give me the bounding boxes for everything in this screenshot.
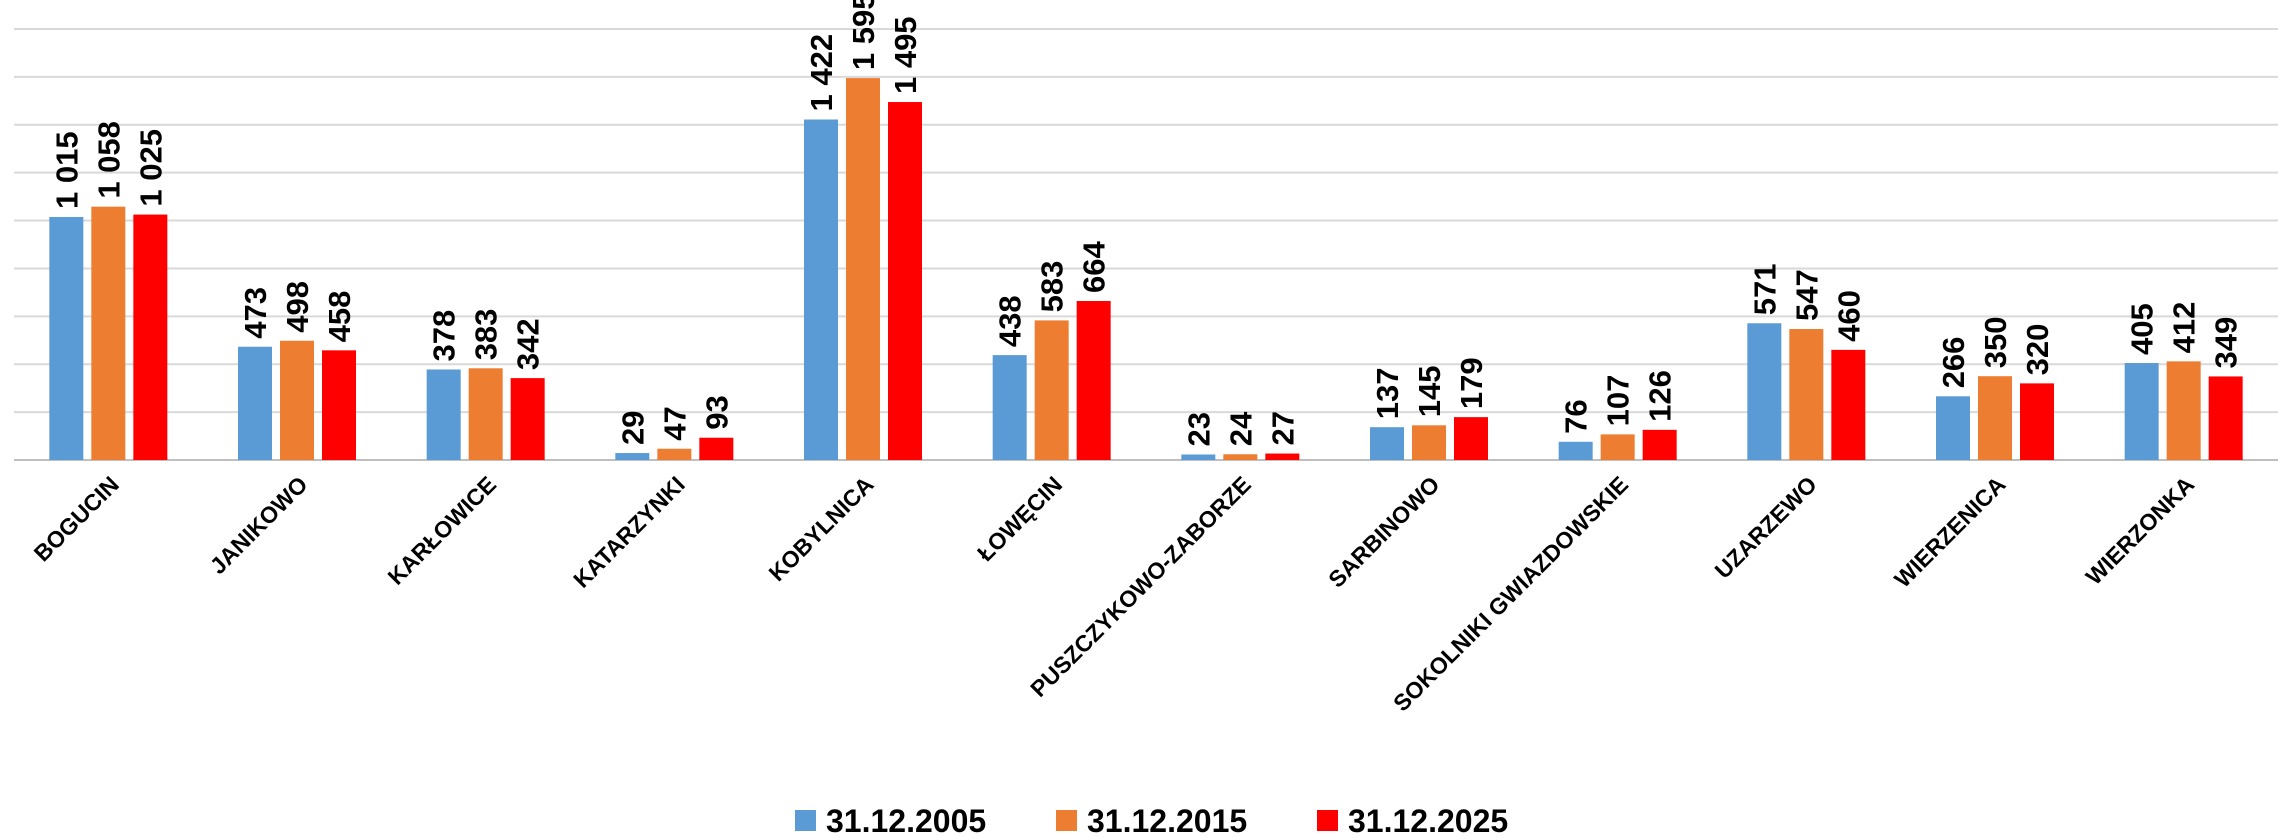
bar	[1412, 425, 1446, 460]
bar	[1558, 441, 1593, 460]
value-label: 547	[1789, 269, 1824, 321]
x-tick-label: UZARZEWO	[1710, 471, 1822, 583]
value-label: 583	[1035, 261, 1070, 313]
value-label: 23	[1181, 412, 1216, 446]
bar	[2124, 363, 2159, 460]
value-label: 349	[2209, 317, 2244, 369]
value-label: 383	[469, 309, 504, 361]
x-tick-label: KATARZYNKI	[568, 471, 690, 593]
bar	[322, 350, 356, 460]
bar	[468, 368, 503, 460]
bar	[1223, 454, 1258, 460]
bar	[1265, 453, 1300, 460]
x-tick-label: WIERZONKA	[2081, 471, 2200, 590]
bar	[91, 206, 126, 460]
x-tick-label: KARŁOWICE	[383, 471, 502, 590]
value-label: 664	[1077, 241, 1112, 293]
value-label: 458	[322, 291, 357, 343]
x-tick-label: KOBYLNICA	[763, 471, 878, 586]
bar	[2020, 383, 2054, 460]
value-label: 498	[280, 281, 315, 333]
value-label: 1 015	[49, 131, 84, 209]
bar	[1076, 301, 1111, 460]
bar	[510, 378, 545, 460]
bar	[699, 437, 734, 460]
value-label: 571	[1747, 264, 1782, 316]
value-label: 266	[1936, 337, 1971, 389]
bar	[846, 78, 880, 460]
x-tick-label: JANIKOWO	[205, 471, 313, 579]
value-label: 145	[1412, 366, 1447, 418]
value-label: 350	[1978, 316, 2013, 368]
bar	[1034, 320, 1069, 460]
bar	[280, 340, 314, 460]
legend-label: 31.12.2005	[826, 803, 986, 838]
bar	[1831, 349, 1866, 460]
x-tick-label: SARBINOWO	[1323, 471, 1444, 592]
value-label: 1 595	[846, 0, 881, 70]
x-tick-label: PUSZCZYKOWO-ZABORZE	[1025, 471, 1256, 702]
bar	[2208, 376, 2243, 460]
bar	[1936, 396, 1970, 460]
value-label: 405	[2125, 303, 2160, 355]
bar	[2166, 361, 2201, 460]
bar	[49, 216, 84, 460]
legend-swatch	[795, 810, 816, 831]
bar	[657, 448, 692, 460]
bar	[1454, 417, 1488, 460]
bar	[615, 453, 650, 460]
value-label: 438	[993, 295, 1028, 347]
x-tick-label: BOGUCIN	[29, 471, 124, 566]
value-label: 1 422	[804, 34, 839, 112]
value-label: 179	[1454, 357, 1489, 409]
bar	[1370, 427, 1404, 460]
value-label: 47	[657, 406, 692, 440]
bar	[426, 369, 461, 460]
value-label: 93	[699, 395, 734, 429]
value-label: 126	[1643, 370, 1678, 422]
bar	[1642, 429, 1677, 460]
x-tick-label: ŁOWĘCIN	[972, 471, 1067, 566]
bar	[992, 355, 1027, 460]
legend-swatch	[1317, 810, 1338, 831]
value-label: 473	[238, 287, 273, 339]
value-label: 1 058	[91, 121, 126, 199]
value-label: 378	[427, 310, 462, 362]
value-label: 29	[615, 411, 650, 445]
value-label: 1 025	[133, 129, 168, 207]
bar	[1747, 323, 1782, 460]
value-label: 412	[2167, 302, 2202, 354]
bar	[1789, 329, 1824, 460]
value-label: 24	[1223, 411, 1258, 446]
legend-swatch	[1056, 810, 1077, 831]
value-label: 76	[1559, 399, 1594, 433]
bar	[888, 102, 922, 461]
bar	[1600, 434, 1635, 460]
legend-label: 31.12.2015	[1087, 803, 1247, 838]
value-label: 342	[511, 318, 546, 370]
bar	[1978, 376, 2012, 460]
bar	[804, 119, 838, 460]
value-label: 27	[1265, 411, 1300, 445]
bar	[133, 214, 168, 460]
value-label: 320	[2020, 324, 2055, 376]
value-label: 1 495	[888, 16, 923, 94]
value-label: 137	[1370, 367, 1405, 419]
value-label: 107	[1601, 375, 1636, 427]
legend-label: 31.12.2025	[1348, 803, 1508, 838]
value-label: 460	[1831, 290, 1866, 342]
bar	[238, 346, 272, 460]
x-tick-label: WIERZENICA	[1889, 471, 2010, 592]
bar	[1181, 454, 1216, 460]
